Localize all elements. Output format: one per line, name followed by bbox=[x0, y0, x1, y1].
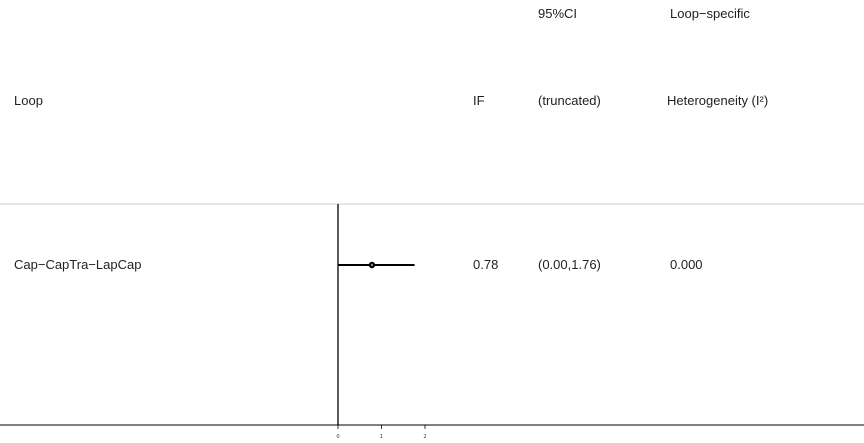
row-ci-value: (0.00,1.76) bbox=[538, 257, 601, 272]
row-heterogeneity-value: 0.000 bbox=[670, 257, 703, 272]
header-heterogeneity-line1: Loop−specific bbox=[670, 6, 750, 21]
x-tick-label: 2 bbox=[423, 434, 426, 440]
x-tick-label: 1 bbox=[380, 434, 383, 440]
x-axis-ticks: 0 1 2 bbox=[336, 425, 427, 440]
forest-marks bbox=[338, 261, 415, 269]
header-ci-line2: (truncated) bbox=[538, 93, 601, 108]
row-if-value: 0.78 bbox=[473, 257, 499, 272]
header-heterogeneity-line2: Heterogeneity (I²) bbox=[667, 93, 769, 108]
header-loop: Loop bbox=[14, 93, 43, 108]
header-ci-line1: 95%CI bbox=[538, 6, 578, 21]
row-loop-label: Cap−CapTra−LapCap bbox=[14, 257, 142, 272]
header-if: IF bbox=[473, 93, 485, 108]
x-tick-label: 0 bbox=[336, 434, 339, 440]
point-estimate-highlight bbox=[370, 263, 374, 267]
